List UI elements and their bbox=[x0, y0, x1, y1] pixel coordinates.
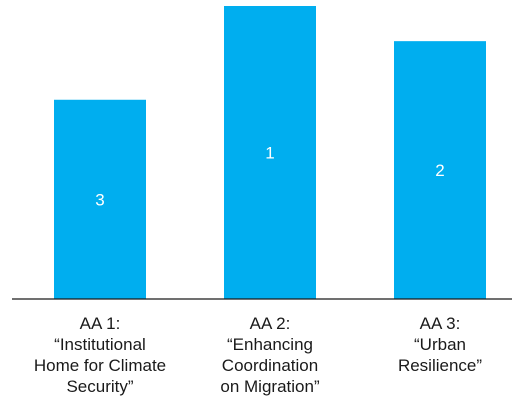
bar-data-label-2: 1 bbox=[265, 144, 274, 163]
category-label-line: Security” bbox=[66, 377, 133, 396]
category-label-line: AA 2: bbox=[250, 314, 291, 333]
bar-3 bbox=[394, 41, 486, 299]
category-label-line: Resilience” bbox=[398, 356, 482, 375]
bar-data-label-1: 3 bbox=[95, 190, 104, 209]
category-label-line: AA 1: bbox=[80, 314, 121, 333]
category-label-3: AA 3: “Urban Resilience” bbox=[398, 314, 482, 375]
category-labels-group: AA 1: “Institutional Home for Climate Secur… bbox=[34, 314, 483, 396]
bar-labels-group: 3 1 2 bbox=[95, 144, 444, 210]
category-label-line: Coordination bbox=[222, 356, 318, 375]
category-label-line: Home for Climate bbox=[34, 356, 166, 375]
bar-1 bbox=[54, 99, 146, 299]
category-label-2: AA 2: “Enhancing Coordination on Migration” bbox=[220, 314, 320, 396]
bars-group bbox=[54, 6, 486, 299]
category-label-1: AA 1: “Institutional Home for Climate Secur… bbox=[34, 314, 166, 396]
category-label-line: “Enhancing bbox=[227, 335, 313, 354]
category-label-line: “Institutional bbox=[54, 335, 146, 354]
category-label-line: on Migration” bbox=[220, 377, 320, 396]
bar-2 bbox=[224, 6, 316, 299]
category-label-line: “Urban bbox=[414, 335, 466, 354]
category-label-line: AA 3: bbox=[420, 314, 461, 333]
bar-data-label-3: 2 bbox=[435, 161, 444, 180]
